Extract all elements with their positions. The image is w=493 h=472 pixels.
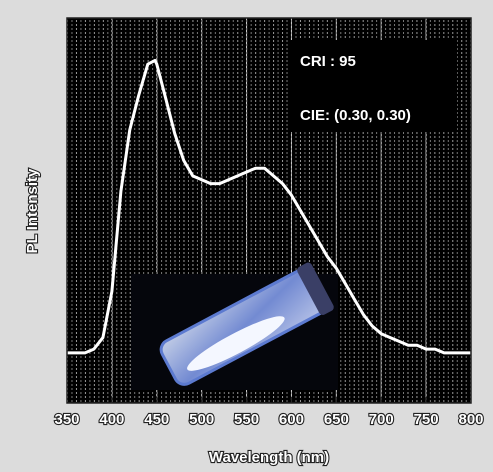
- x-tick-label: 450: [144, 411, 169, 428]
- annotation-box: [289, 40, 457, 132]
- annotation: CIE: (0.30, 0.30): [300, 107, 411, 124]
- x-tick-label: 400: [99, 411, 124, 428]
- x-tick-label: 550: [234, 411, 259, 428]
- x-axis-label: Wavelength (nm): [209, 449, 329, 466]
- spectrum-line: [67, 58, 471, 355]
- x-tick-label: 800: [458, 411, 483, 428]
- plot-frame: [66, 17, 472, 404]
- x-tick-label: 700: [369, 411, 394, 428]
- x-tick-label: 600: [279, 411, 304, 428]
- x-tick-label: 500: [189, 411, 214, 428]
- y-axis-label: PL Intensity: [24, 168, 41, 253]
- x-tick-label: 350: [54, 411, 79, 428]
- annotation: CRI : 95: [300, 53, 356, 70]
- photo-inset: [131, 262, 338, 390]
- x-tick-label: 650: [324, 411, 349, 428]
- x-tick-label: 750: [414, 411, 439, 428]
